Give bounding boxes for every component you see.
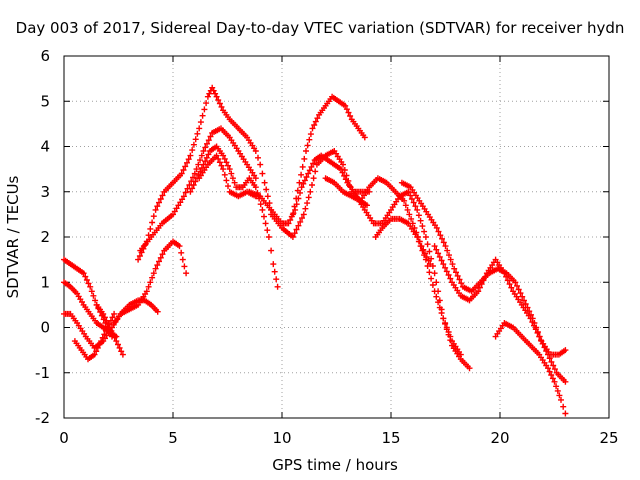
series-track-7 xyxy=(135,84,275,263)
data-point-marks xyxy=(289,93,368,218)
series-track-16 xyxy=(372,215,464,358)
y-tick-label: 4 xyxy=(40,138,50,156)
series-track-19 xyxy=(492,320,569,417)
marks-layer xyxy=(61,84,569,417)
data-point-marks xyxy=(137,125,259,254)
chart-title: Day 003 of 2017, Sidereal Day-to-day VTE… xyxy=(16,19,625,37)
data-point-marks xyxy=(111,238,190,326)
grid-layer xyxy=(64,56,609,418)
y-tick-label: 6 xyxy=(40,47,50,65)
data-point-marks xyxy=(71,310,118,363)
data-point-marks xyxy=(372,215,464,358)
y-tick-label: 1 xyxy=(40,273,50,291)
data-point-marks xyxy=(492,320,569,417)
data-point-marks xyxy=(135,84,275,263)
y-axis-label: SDTVAR / TECUs xyxy=(4,175,22,298)
series-track-14 xyxy=(322,175,434,268)
data-point-marks xyxy=(398,179,569,358)
x-tick-label: 0 xyxy=(59,429,69,447)
x-tick-label: 5 xyxy=(168,429,178,447)
y-tick-labels: -2 -1 0 1 2 3 4 5 6 xyxy=(35,47,50,427)
series-track-5 xyxy=(93,301,126,358)
x-tick-label: 20 xyxy=(490,429,509,447)
series-track-17 xyxy=(398,179,569,358)
series-track-6 xyxy=(111,238,190,326)
series-track-13 xyxy=(289,93,368,218)
data-point-marks xyxy=(431,243,569,385)
data-point-marks xyxy=(187,143,281,290)
y-tick-label: -2 xyxy=(35,409,50,427)
data-point-marks xyxy=(322,175,434,268)
y-tick-label: -1 xyxy=(35,364,50,382)
x-tick-label: 25 xyxy=(599,429,618,447)
y-tick-label: 3 xyxy=(40,183,50,201)
series-track-8 xyxy=(137,125,259,254)
x-tick-labels: 0 5 10 15 20 25 xyxy=(59,429,618,447)
y-tick-label: 0 xyxy=(40,319,50,337)
series-track-18 xyxy=(431,243,569,385)
x-tick-label: 10 xyxy=(272,429,291,447)
y-tick-label: 5 xyxy=(40,92,50,110)
x-tick-label: 15 xyxy=(381,429,400,447)
plot-frame xyxy=(63,55,610,419)
data-point-marks xyxy=(93,301,126,358)
y-tick-label: 2 xyxy=(40,228,50,246)
x-axis-label: GPS time / hours xyxy=(272,456,398,474)
series-track-4 xyxy=(71,310,118,363)
series-track-9 xyxy=(187,143,281,290)
